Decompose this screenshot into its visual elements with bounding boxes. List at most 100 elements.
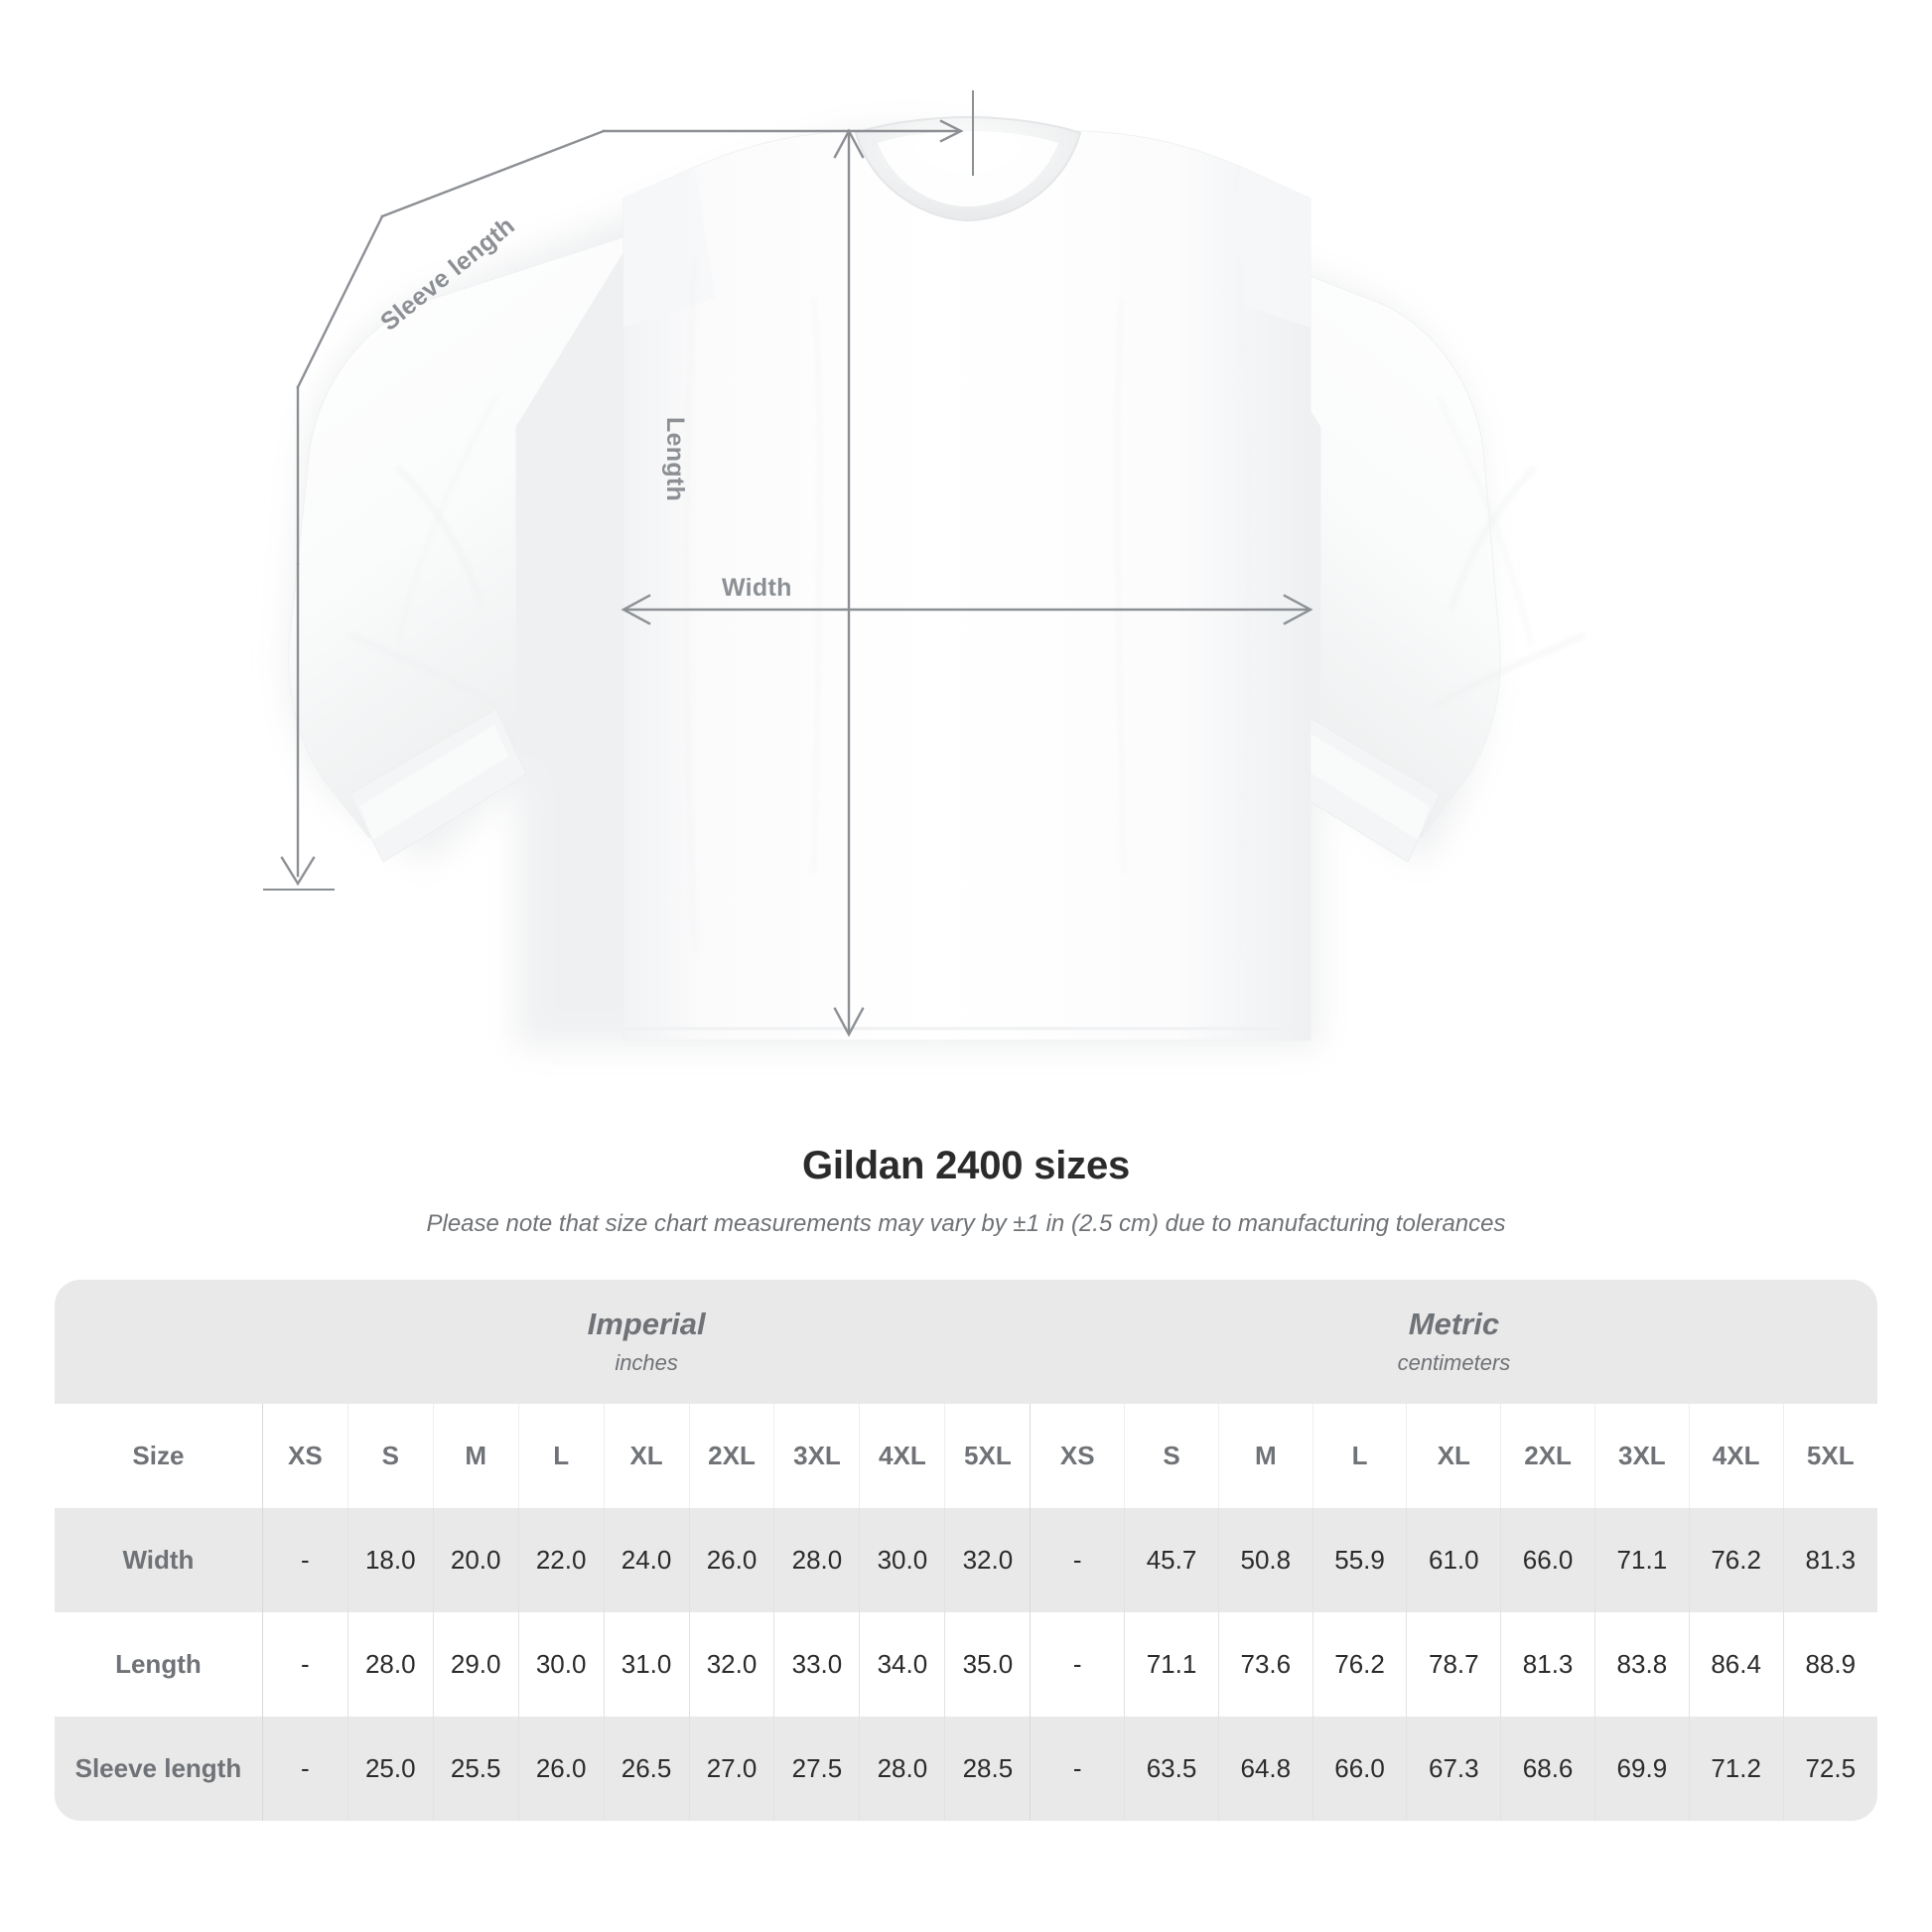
size-header-metric-2xl: 2XL (1500, 1404, 1595, 1508)
long-sleeve-shirt-image (286, 115, 1586, 1047)
cell-length-metric-l: 76.2 (1311, 1612, 1407, 1717)
cell-sleeve-metric-xs: - (1030, 1717, 1125, 1821)
cell-width-imperial-s: 18.0 (346, 1508, 434, 1612)
cell-width-imperial-l: 22.0 (517, 1508, 605, 1612)
sleeve-length-guide (263, 90, 974, 891)
page-title: Gildan 2400 sizes (801, 1144, 1131, 1187)
cell-length-metric-xs: - (1030, 1612, 1125, 1717)
size-header-imperial-xs: XS (261, 1404, 348, 1508)
cell-length-metric-m: 73.6 (1217, 1612, 1313, 1717)
cell-sleeve-metric-m: 64.8 (1217, 1717, 1313, 1821)
cell-length-metric-xl: 78.7 (1406, 1612, 1501, 1717)
cell-width-imperial-m: 20.0 (432, 1508, 519, 1612)
title-block: Gildan 2400 sizes Please note that size … (0, 1144, 1932, 1238)
cell-width-metric-2xl: 66.0 (1500, 1508, 1595, 1612)
cell-sleeve-metric-l: 66.0 (1311, 1717, 1407, 1821)
unit-header-imperial: Imperial inches (262, 1280, 1031, 1404)
size-header-metric-5xl: 5XL (1782, 1404, 1877, 1508)
cell-width-imperial-3xl: 28.0 (773, 1508, 860, 1612)
length-label: Length (661, 417, 689, 502)
cell-width-metric-xs: - (1030, 1508, 1125, 1612)
cell-sleeve-imperial-l: 26.0 (517, 1717, 605, 1821)
cell-sleeve-imperial-3xl: 27.5 (773, 1717, 860, 1821)
row-label-length: Length (55, 1612, 263, 1717)
size-header-imperial-4xl: 4XL (859, 1404, 945, 1508)
size-header-label: Size (55, 1404, 263, 1508)
cell-length-metric-4xl: 86.4 (1688, 1612, 1783, 1717)
cell-sleeve-imperial-2xl: 27.0 (688, 1717, 774, 1821)
cell-width-metric-5xl: 81.3 (1782, 1508, 1877, 1612)
size-chart-table: Imperial inches Metric centimeters Size … (55, 1280, 1877, 1821)
unit-header-imperial-name: Imperial (587, 1306, 706, 1341)
cell-length-imperial-l: 30.0 (517, 1612, 605, 1717)
size-header-metric-4xl: 4XL (1688, 1404, 1783, 1508)
size-header-imperial-xl: XL (603, 1404, 690, 1508)
size-header-imperial-s: S (346, 1404, 434, 1508)
garment-illustration: Sleeve length Length Width (263, 90, 1586, 1047)
cell-length-imperial-5xl: 35.0 (944, 1612, 1031, 1717)
cell-sleeve-imperial-xs: - (261, 1717, 348, 1821)
table-row-width: Width - 18.0 20.0 22.0 24.0 26.0 28.0 30… (55, 1508, 1877, 1612)
cell-sleeve-imperial-s: 25.0 (346, 1717, 434, 1821)
page-subtitle: Please note that size chart measurements… (426, 1210, 1506, 1237)
size-header-metric-l: L (1311, 1404, 1407, 1508)
size-header-imperial-5xl: 5XL (944, 1404, 1031, 1508)
cell-length-metric-3xl: 83.8 (1593, 1612, 1690, 1717)
unit-header-metric: Metric centimeters (1030, 1280, 1877, 1404)
cell-width-imperial-2xl: 26.0 (688, 1508, 774, 1612)
size-header-metric-xs: XS (1030, 1404, 1125, 1508)
size-header-metric-m: M (1217, 1404, 1313, 1508)
cell-sleeve-metric-4xl: 71.2 (1688, 1717, 1783, 1821)
table-row-sleeve-length: Sleeve length - 25.0 25.5 26.0 26.5 27.0… (55, 1717, 1877, 1821)
unit-header-imperial-unit: inches (615, 1350, 678, 1376)
cell-length-imperial-3xl: 33.0 (773, 1612, 860, 1717)
row-label-sleeve-length: Sleeve length (55, 1717, 263, 1821)
cell-width-imperial-4xl: 30.0 (859, 1508, 945, 1612)
size-header-metric-xl: XL (1406, 1404, 1501, 1508)
unit-header-row: Imperial inches Metric centimeters (55, 1280, 1877, 1404)
measurement-guides (263, 90, 1313, 1037)
length-guide (833, 128, 865, 1037)
cell-width-imperial-xs: - (261, 1508, 348, 1612)
cell-width-metric-m: 50.8 (1217, 1508, 1313, 1612)
cell-width-metric-4xl: 76.2 (1688, 1508, 1783, 1612)
cell-length-imperial-4xl: 34.0 (859, 1612, 945, 1717)
cell-length-imperial-xs: - (261, 1612, 348, 1717)
width-label: Width (722, 574, 792, 602)
cell-length-metric-5xl: 88.9 (1782, 1612, 1877, 1717)
size-header-row: Size XS S M L XL 2XL 3XL 4XL 5XL XS S M … (55, 1404, 1877, 1508)
row-label-width: Width (55, 1508, 263, 1612)
size-header-imperial-m: M (432, 1404, 519, 1508)
cell-sleeve-metric-xl: 67.3 (1406, 1717, 1501, 1821)
cell-width-imperial-xl: 24.0 (603, 1508, 690, 1612)
size-header-imperial-3xl: 3XL (773, 1404, 860, 1508)
cell-length-imperial-m: 29.0 (432, 1612, 519, 1717)
cell-length-imperial-s: 28.0 (346, 1612, 434, 1717)
width-guide (621, 594, 1313, 625)
cell-length-imperial-xl: 31.0 (603, 1612, 690, 1717)
cell-sleeve-metric-5xl: 72.5 (1782, 1717, 1877, 1821)
cell-sleeve-imperial-xl: 26.5 (603, 1717, 690, 1821)
cell-sleeve-imperial-m: 25.5 (432, 1717, 519, 1821)
cell-sleeve-metric-3xl: 69.9 (1593, 1717, 1690, 1821)
size-chart-table-wrapper: Imperial inches Metric centimeters Size … (55, 1280, 1877, 1821)
cell-length-metric-2xl: 81.3 (1500, 1612, 1595, 1717)
size-header-metric-3xl: 3XL (1593, 1404, 1690, 1508)
cell-width-metric-xl: 61.0 (1406, 1508, 1501, 1612)
cell-length-metric-s: 71.1 (1124, 1612, 1219, 1717)
cell-width-imperial-5xl: 32.0 (944, 1508, 1031, 1612)
unit-header-metric-name: Metric (1408, 1306, 1500, 1341)
cell-width-metric-l: 55.9 (1311, 1508, 1407, 1612)
cell-width-metric-s: 45.7 (1124, 1508, 1219, 1612)
table-row-length: Length - 28.0 29.0 30.0 31.0 32.0 33.0 3… (55, 1612, 1877, 1717)
unit-header-spacer (55, 1280, 263, 1404)
size-header-imperial-l: L (517, 1404, 605, 1508)
cell-sleeve-metric-2xl: 68.6 (1500, 1717, 1595, 1821)
cell-width-metric-3xl: 71.1 (1593, 1508, 1690, 1612)
cell-sleeve-imperial-4xl: 28.0 (859, 1717, 945, 1821)
size-header-imperial-2xl: 2XL (688, 1404, 774, 1508)
cell-sleeve-imperial-5xl: 28.5 (944, 1717, 1031, 1821)
size-header-metric-s: S (1124, 1404, 1219, 1508)
unit-header-metric-unit: centimeters (1397, 1350, 1511, 1376)
cell-sleeve-metric-s: 63.5 (1124, 1717, 1219, 1821)
